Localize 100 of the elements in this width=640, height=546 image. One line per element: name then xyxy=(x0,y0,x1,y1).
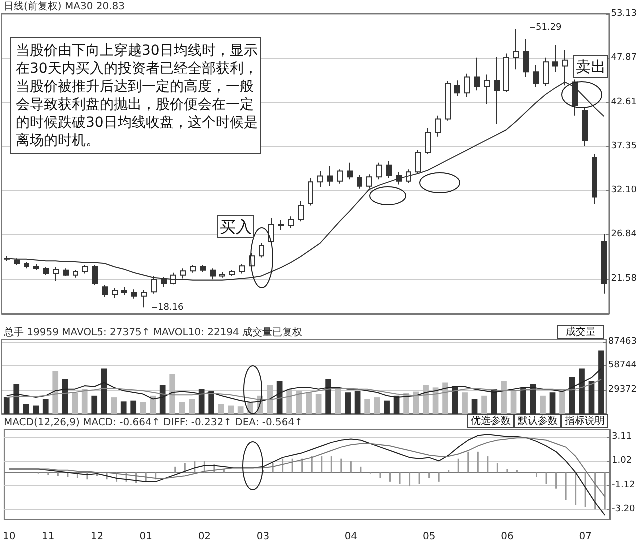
candlestick xyxy=(102,284,108,298)
candlestick xyxy=(131,289,137,300)
chart-title: 日线(前复权) MA30 20.83 xyxy=(4,0,125,12)
y-tick-label: 87463 xyxy=(608,337,638,348)
candlestick xyxy=(533,64,539,88)
y-tick-label: 1.02 xyxy=(612,456,632,466)
bar xyxy=(579,368,585,414)
candlestick xyxy=(357,174,362,190)
x-tick-label: 07 xyxy=(579,532,592,542)
candlestick xyxy=(435,115,441,138)
candlestick xyxy=(82,264,88,274)
candlestick xyxy=(347,162,353,180)
bar xyxy=(150,396,156,414)
candlestick xyxy=(229,270,235,277)
candlestick xyxy=(484,74,490,105)
y-tick-label: 32.10 xyxy=(611,186,638,196)
bar xyxy=(345,392,351,414)
bar xyxy=(374,398,380,414)
bar xyxy=(335,389,342,414)
bar xyxy=(384,400,390,414)
bar xyxy=(306,392,312,414)
y-tick-label: 37.35 xyxy=(611,141,637,152)
bar xyxy=(354,390,361,414)
annotation: 51.29 xyxy=(536,23,562,33)
annotation: 18.16 xyxy=(158,303,184,313)
bar xyxy=(560,389,566,414)
x-tick-label: 10 xyxy=(2,532,16,542)
bar xyxy=(189,399,196,414)
y-tick-label: -1.12 xyxy=(612,480,636,491)
annotation: 当股价由下向上穿越30日均线时，显示在30天内买入的投资者已经全部获利，当股价被推升后达到一定的高度，一般会导致获利盘的抛出，股价便会在一定的时候跌破30日均线收盘，这个时候是离场的时机。 xyxy=(16,43,258,149)
bar xyxy=(82,389,88,414)
bar xyxy=(140,402,146,414)
candlestick xyxy=(464,73,470,98)
bar xyxy=(472,399,478,414)
x-tick-label: 05 xyxy=(422,532,436,542)
candlestick xyxy=(239,264,245,274)
chart-title: 总手 19959 MAVOL5: 27375↑ MAVOL10: 22194 成交量已复权 xyxy=(3,326,303,338)
candlestick xyxy=(513,28,519,70)
candlestick xyxy=(14,258,20,266)
y-tick-label: 29372 xyxy=(608,384,638,395)
candlestick xyxy=(386,160,392,178)
bar xyxy=(238,406,244,414)
x-tick-label: 02 xyxy=(198,532,212,542)
bar xyxy=(510,390,517,414)
candlestick xyxy=(474,57,480,92)
candlestick xyxy=(92,264,98,286)
candlestick xyxy=(592,154,597,205)
candlestick xyxy=(259,242,264,258)
bar xyxy=(170,374,176,414)
candlestick xyxy=(112,287,118,299)
candlestick xyxy=(582,106,588,147)
line-series xyxy=(6,378,602,401)
candlestick xyxy=(445,80,451,122)
candlestick xyxy=(327,166,333,187)
candlestick xyxy=(454,80,460,98)
chart-title: MACD(12,26,9) MACD: -0.664↑ DIFF: -0.232↑ DEA: -0.564↑ xyxy=(4,418,304,428)
bar xyxy=(33,406,40,414)
annotation: 买入 xyxy=(220,218,252,236)
bar xyxy=(501,381,507,414)
candlestick xyxy=(190,264,196,274)
bar xyxy=(228,406,234,414)
y-tick-label: 53.13 xyxy=(611,9,637,19)
bar xyxy=(92,396,98,414)
x-tick-label: 11 xyxy=(42,532,55,542)
y-tick-label: 21.58 xyxy=(611,274,638,284)
x-tick-label: 04 xyxy=(344,532,358,542)
bar xyxy=(296,390,302,414)
bar xyxy=(62,379,68,414)
bar xyxy=(286,389,292,414)
bar xyxy=(482,396,488,414)
candlestick xyxy=(141,290,147,308)
y-tick-label: 26.84 xyxy=(611,230,638,240)
bar xyxy=(52,371,59,414)
candlestick xyxy=(503,53,509,93)
bar xyxy=(208,390,215,414)
bar xyxy=(42,399,49,414)
candlestick xyxy=(415,150,421,174)
candlestick xyxy=(552,44,558,73)
candlestick xyxy=(494,56,500,125)
candlestick xyxy=(278,219,284,231)
y-tick-label: 3.11 xyxy=(612,432,632,442)
annotation: 卖出 xyxy=(576,58,606,76)
bar xyxy=(588,381,595,414)
bar xyxy=(101,368,108,414)
candlestick xyxy=(268,218,274,244)
bar xyxy=(198,389,205,414)
bar xyxy=(14,384,20,414)
bar xyxy=(179,402,186,414)
y-tick-label: 58744 xyxy=(608,360,638,371)
bar xyxy=(111,398,118,414)
bar xyxy=(316,394,322,414)
y-tick-label: 42.61 xyxy=(611,97,637,108)
candlestick xyxy=(317,170,323,188)
candlestick xyxy=(73,270,78,278)
text: 指标说明 xyxy=(564,415,605,427)
text: 默认参数 xyxy=(517,415,558,427)
candlestick xyxy=(24,261,29,270)
candlestick xyxy=(63,268,69,277)
x-tick-label: 06 xyxy=(501,532,514,542)
candlestick xyxy=(523,38,529,78)
